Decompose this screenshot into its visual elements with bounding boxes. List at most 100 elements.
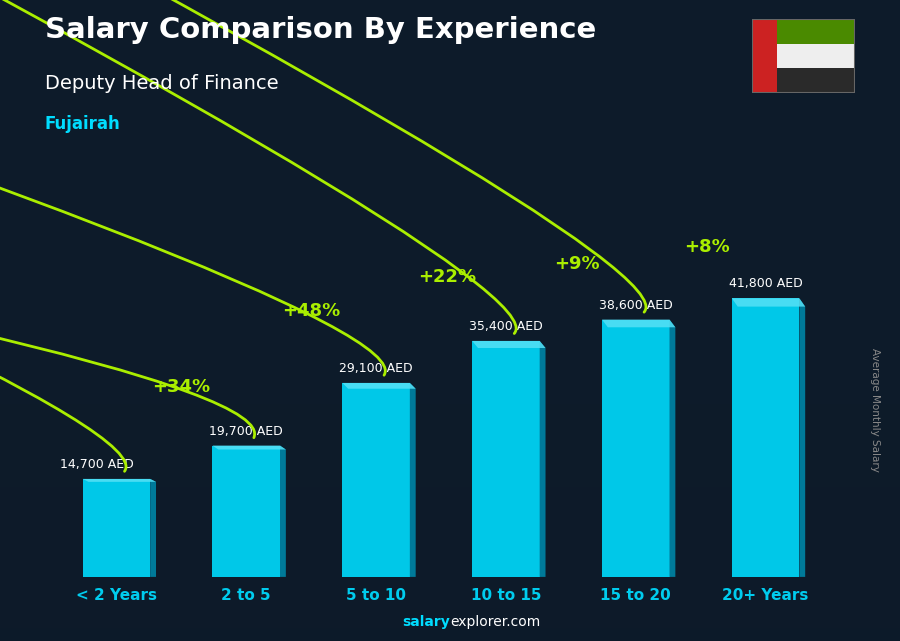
Polygon shape [472, 341, 545, 348]
Polygon shape [732, 298, 806, 306]
Bar [0, 410, 900, 417]
Bar [0, 442, 900, 449]
Bar [0, 276, 900, 282]
Bar [0, 128, 900, 135]
Bar [0, 32, 900, 38]
Bar [212, 445, 280, 577]
Bar [0, 13, 900, 19]
Bar [0, 603, 900, 609]
Bar [0, 596, 900, 603]
Bar [0, 96, 900, 103]
Bar [0, 436, 900, 442]
Bar [0, 77, 900, 83]
Bar [472, 341, 540, 577]
Bar [0, 429, 900, 436]
Polygon shape [410, 383, 416, 577]
Bar [752, 19, 778, 93]
Polygon shape [83, 479, 156, 482]
Bar [0, 308, 900, 314]
Polygon shape [342, 383, 416, 388]
Bar [0, 423, 900, 429]
Text: 19,700 AED: 19,700 AED [210, 424, 284, 438]
Polygon shape [540, 341, 545, 577]
Text: 35,400 AED: 35,400 AED [469, 320, 543, 333]
Bar [0, 314, 900, 320]
Text: salary: salary [402, 615, 450, 629]
Text: Salary Comparison By Experience: Salary Comparison By Experience [45, 16, 596, 44]
Bar [0, 551, 900, 558]
Bar [0, 391, 900, 397]
Text: 41,800 AED: 41,800 AED [729, 278, 803, 290]
Bar [0, 64, 900, 71]
Bar [0, 353, 900, 359]
Bar [0, 237, 900, 244]
Bar [0, 179, 900, 186]
Bar [0, 609, 900, 615]
Bar [0, 38, 900, 45]
Bar [0, 468, 900, 474]
Bar [0, 186, 900, 192]
Polygon shape [280, 445, 286, 577]
Bar [0, 487, 900, 494]
Text: +48%: +48% [282, 301, 340, 320]
Text: +22%: +22% [418, 268, 477, 287]
Bar [0, 378, 900, 385]
Bar [0, 622, 900, 628]
Text: +8%: +8% [684, 238, 730, 256]
Bar [0, 545, 900, 551]
Bar [0, 320, 900, 327]
Bar [0, 141, 900, 147]
Bar [0, 577, 900, 583]
Bar [0, 570, 900, 577]
Bar [0, 333, 900, 340]
Text: 29,100 AED: 29,100 AED [339, 362, 413, 375]
Bar [0, 231, 900, 237]
Bar [0, 109, 900, 115]
Bar [0, 167, 900, 173]
Bar [602, 320, 670, 577]
Bar [0, 135, 900, 141]
Bar [0, 564, 900, 570]
Polygon shape [602, 320, 675, 328]
Bar [0, 385, 900, 391]
Bar [0, 58, 900, 64]
Text: Fujairah: Fujairah [45, 115, 121, 133]
Bar [0, 288, 900, 295]
Bar [0, 263, 900, 269]
Bar [0, 199, 900, 205]
Text: +9%: +9% [554, 255, 600, 273]
Bar [0, 340, 900, 346]
Polygon shape [799, 298, 806, 577]
Bar [342, 383, 410, 577]
Bar [0, 115, 900, 122]
Bar [0, 365, 900, 372]
Bar [0, 103, 900, 109]
Bar [0, 122, 900, 128]
Bar [0, 397, 900, 404]
Bar [0, 295, 900, 301]
Bar [0, 83, 900, 90]
Bar [0, 6, 900, 13]
Text: 14,700 AED: 14,700 AED [60, 458, 134, 471]
Polygon shape [150, 479, 156, 577]
Polygon shape [670, 320, 675, 577]
Bar [0, 494, 900, 500]
Bar [0, 327, 900, 333]
Text: Deputy Head of Finance: Deputy Head of Finance [45, 74, 279, 93]
Bar [0, 51, 900, 58]
Bar [0, 269, 900, 276]
Bar [0, 205, 900, 212]
Bar [0, 558, 900, 564]
Bar [0, 256, 900, 263]
Bar [83, 479, 150, 577]
Bar [0, 250, 900, 256]
Bar [0, 538, 900, 545]
Bar [0, 526, 900, 532]
Bar [0, 635, 900, 641]
Text: 38,600 AED: 38,600 AED [598, 299, 672, 312]
Bar [0, 45, 900, 51]
Bar [732, 298, 799, 577]
Bar [0, 346, 900, 353]
Bar [0, 417, 900, 423]
Bar [0, 173, 900, 179]
